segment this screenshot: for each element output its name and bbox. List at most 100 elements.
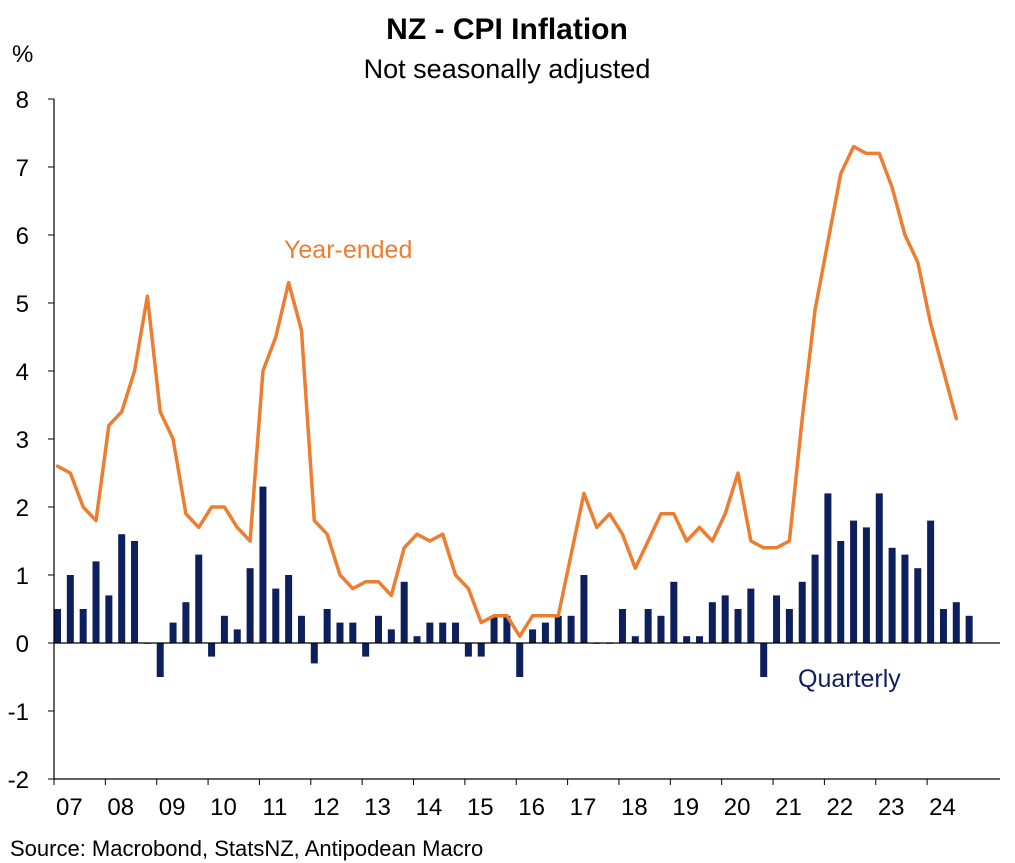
quarterly-bar	[670, 581, 678, 643]
quarterly-bar	[503, 615, 511, 643]
quarterly-bar	[336, 622, 344, 643]
quarterly-bar	[721, 595, 729, 643]
y-axis-ticks: 8 7 6 5 4 3 2 1 0 -1 -2	[8, 87, 29, 794]
quarterly-bar	[349, 622, 357, 643]
quarterly-bar	[927, 520, 935, 643]
quarterly-bar	[439, 622, 447, 643]
y-tick-label: 2	[16, 495, 29, 522]
x-axis-ticks: 07 08 09 10 11 12 13 14 15 16 17 18 19 20 21 22 23 24	[56, 794, 956, 821]
quarterly-bar	[413, 636, 421, 643]
chart-subtitle: Not seasonally adjusted	[364, 54, 651, 84]
y-tick-label: 4	[16, 359, 29, 386]
quarterly-bar	[811, 554, 819, 643]
x-tick-label: 07	[56, 794, 83, 821]
x-tick-label: 08	[107, 794, 134, 821]
y-tick-label: -1	[8, 699, 29, 726]
quarterly-bar	[131, 541, 139, 643]
quarterly-bar	[272, 588, 280, 643]
quarterly-bar	[233, 629, 241, 643]
source-note: Source: Macrobond, StatsNZ, Antipodean M…	[10, 836, 483, 861]
y-tick-label: 1	[16, 563, 29, 590]
quarterly-label: Quarterly	[798, 665, 901, 693]
quarterly-bar	[580, 575, 588, 643]
chart-title: NZ - CPI Inflation	[386, 13, 628, 46]
quarterly-bar	[824, 493, 832, 643]
quarterly-bar	[490, 615, 498, 643]
quarterly-bar	[246, 568, 254, 643]
x-tick-label: 10	[210, 794, 237, 821]
y-tick-label: -2	[8, 767, 29, 794]
quarterly-bar	[747, 588, 755, 643]
y-tick-label: 6	[16, 223, 29, 250]
quarterly-bar	[297, 615, 305, 643]
x-tick-label: 22	[826, 794, 853, 821]
quarterly-bar	[182, 602, 190, 643]
quarterly-bar	[452, 622, 460, 643]
x-tick-label: 17	[570, 794, 597, 821]
x-tick-label: 18	[621, 794, 648, 821]
quarterly-bar	[105, 595, 113, 643]
quarterly-bar	[208, 643, 216, 657]
quarterly-bar	[169, 622, 177, 643]
quarterly-bar	[862, 527, 870, 643]
quarterly-bar	[696, 636, 703, 643]
quarterly-bar	[901, 554, 909, 643]
quarterly-bar	[798, 581, 806, 643]
x-tick-label: 13	[364, 794, 391, 821]
quarterly-bar	[914, 568, 922, 643]
quarterly-bar	[220, 615, 228, 643]
quarterly-bar	[657, 615, 665, 643]
quarterly-bars	[54, 486, 973, 677]
quarterly-bar	[285, 575, 293, 643]
quarterly-bar	[529, 629, 537, 643]
quarterly-bar	[195, 554, 203, 643]
quarterly-bar	[156, 643, 164, 677]
x-tick-label: 23	[878, 794, 905, 821]
year-ended-line	[55, 144, 959, 638]
axes	[48, 98, 1000, 785]
quarterly-bar	[362, 643, 370, 657]
x-tick-label: 19	[672, 794, 699, 821]
quarterly-bar	[387, 629, 395, 643]
x-tick-label: 20	[724, 794, 751, 821]
quarterly-bar	[54, 609, 61, 643]
quarterly-bar	[965, 615, 973, 643]
y-tick-label: 0	[16, 631, 29, 658]
year-ended-label: Year-ended	[284, 236, 412, 264]
quarterly-bar	[567, 615, 575, 643]
quarterly-bar	[554, 615, 562, 643]
quarterly-bar	[66, 575, 74, 643]
quarterly-bar	[323, 609, 331, 643]
quarterly-bar	[785, 609, 793, 643]
quarterly-bar	[773, 595, 781, 643]
quarterly-bar	[92, 561, 100, 643]
quarterly-bar	[644, 609, 652, 643]
x-tick-label: 11	[262, 794, 287, 821]
quarterly-bar	[875, 493, 883, 643]
quarterly-bar	[259, 486, 267, 643]
x-tick-label: 24	[929, 794, 956, 821]
x-tick-label: 21	[775, 794, 802, 821]
y-tick-label: 5	[16, 291, 29, 318]
quarterly-bar	[79, 609, 87, 643]
x-tick-label: 09	[159, 794, 186, 821]
quarterly-bar	[464, 643, 472, 657]
quarterly-bar	[310, 643, 318, 664]
quarterly-bar	[618, 609, 626, 643]
x-tick-label: 12	[313, 794, 340, 821]
quarterly-bar	[426, 622, 434, 643]
quarterly-bar	[952, 602, 960, 643]
x-tick-label: 14	[416, 794, 443, 821]
quarterly-bar	[683, 636, 691, 643]
quarterly-bar	[760, 643, 768, 677]
year-ended-series	[55, 144, 959, 638]
y-tick-label: 8	[16, 87, 29, 114]
quarterly-bar	[375, 615, 382, 643]
quarterly-bar	[734, 609, 742, 643]
y-axis-unit: %	[12, 41, 33, 68]
quarterly-bar	[631, 636, 639, 643]
quarterly-bar	[708, 602, 716, 643]
quarterly-bar	[850, 520, 858, 643]
quarterly-bar	[516, 643, 524, 677]
